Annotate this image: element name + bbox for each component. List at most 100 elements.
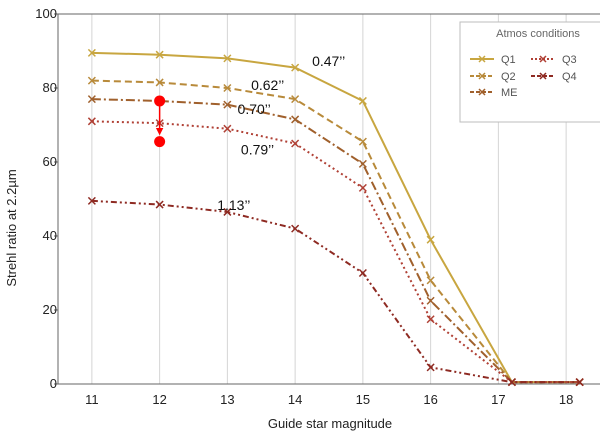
point-mark <box>358 183 367 192</box>
legend-item-me: ME <box>470 87 518 99</box>
legend-mark <box>539 55 547 63</box>
arrow-end-dot <box>154 136 166 148</box>
annotations: 0.47’’ 0.62’’ 0.70’’ 0.79’’ 1.13’’ <box>217 53 345 213</box>
legend-label: Q3 <box>562 54 577 66</box>
legend-label: Q2 <box>501 71 516 83</box>
x-tick-label: 14 <box>288 392 302 407</box>
y-tick-label: 40 <box>43 228 57 243</box>
tick-labels: 0 20 40 60 80 100 11 12 13 14 15 16 17 18 <box>35 6 573 407</box>
data-point <box>358 159 367 168</box>
y-tick-label: 100 <box>35 6 57 21</box>
point-mark <box>291 95 300 104</box>
point-mark <box>87 76 96 85</box>
point-mark <box>223 83 232 93</box>
point-mark <box>575 378 584 387</box>
x-tick-label: 11 <box>85 392 99 407</box>
marker-arrow <box>154 95 166 148</box>
series-q3 <box>87 117 584 387</box>
data-point <box>155 50 164 59</box>
annotation-label: 0.47’’ <box>312 53 345 69</box>
x-tick-label: 15 <box>356 392 370 407</box>
annotation-label: 1.13’’ <box>217 197 250 213</box>
data-point <box>426 315 435 324</box>
data-point <box>87 48 96 57</box>
data-point <box>155 78 164 87</box>
legend-item-q3: Q3 <box>531 54 577 66</box>
data-point <box>223 100 232 109</box>
point-mark <box>87 117 96 126</box>
legend-label: ME <box>501 87 518 99</box>
point-mark <box>291 63 300 72</box>
x-tick-label: 17 <box>491 392 505 407</box>
data-point <box>291 139 300 148</box>
legend-item-q4: Q4 <box>531 71 577 83</box>
point-mark <box>155 200 164 209</box>
data-point <box>358 183 367 192</box>
data-point <box>426 296 435 305</box>
data-point <box>87 76 96 85</box>
y-tick-label: 80 <box>43 80 57 95</box>
data-point <box>426 276 435 285</box>
point-mark <box>223 124 232 133</box>
point-mark <box>223 100 232 109</box>
point-mark <box>155 78 164 87</box>
annotation-label: 0.70’’ <box>238 101 271 117</box>
legend-item-q1: Q1 <box>470 54 516 66</box>
legend-label: Q1 <box>501 54 516 66</box>
point-mark <box>291 115 300 124</box>
point-mark <box>291 224 300 233</box>
legend-mark <box>478 55 486 63</box>
data-point <box>291 224 300 233</box>
y-tick-label: 60 <box>43 154 57 169</box>
data-point <box>426 235 435 244</box>
data-point <box>223 207 232 216</box>
data-point <box>87 196 96 205</box>
data-point <box>291 63 300 72</box>
point-mark <box>507 378 516 387</box>
series-line <box>91 79 580 384</box>
x-tick-label: 13 <box>220 392 234 407</box>
series-line <box>91 120 580 384</box>
point-mark <box>87 48 96 57</box>
legend: Atmos conditions Q1 Q2 ME Q3 Q4 <box>459 21 600 123</box>
data-point <box>575 378 584 387</box>
point-mark <box>87 95 96 104</box>
point-mark <box>426 276 435 285</box>
y-tick-label: 0 <box>50 376 57 391</box>
point-mark <box>155 50 164 59</box>
point-mark <box>358 96 367 105</box>
legend-mark <box>539 72 547 80</box>
point-mark <box>223 207 232 216</box>
data-point <box>358 268 367 278</box>
data-point <box>291 95 300 104</box>
data-point <box>87 95 96 104</box>
y-axis-label: Strehl ratio at 2.2µm <box>4 169 19 286</box>
series-q4 <box>87 196 584 387</box>
annotation-label: 0.62’’ <box>251 77 284 93</box>
data-point <box>358 96 367 105</box>
legend-mark <box>478 72 486 80</box>
x-tick-label: 16 <box>423 392 437 407</box>
point-mark <box>426 235 435 244</box>
data-point <box>223 124 232 133</box>
x-axis-label: Guide star magnitude <box>268 416 392 431</box>
point-mark <box>291 139 300 148</box>
data-point <box>426 363 435 372</box>
point-mark <box>426 315 435 324</box>
legend-label: Q4 <box>562 71 577 83</box>
legend-title: Atmos conditions <box>496 28 580 40</box>
data-point <box>358 137 367 146</box>
data-point <box>291 115 300 124</box>
point-mark <box>358 268 367 278</box>
x-tick-label: 12 <box>152 392 166 407</box>
arrow-start-dot <box>154 95 166 107</box>
point-mark <box>358 159 367 168</box>
data-point <box>223 54 232 63</box>
legend-item-q2: Q2 <box>470 71 516 83</box>
point-mark <box>358 137 367 146</box>
data-point <box>155 200 164 209</box>
plot-series <box>87 48 584 387</box>
series-line <box>91 199 580 384</box>
series-line <box>91 98 580 384</box>
